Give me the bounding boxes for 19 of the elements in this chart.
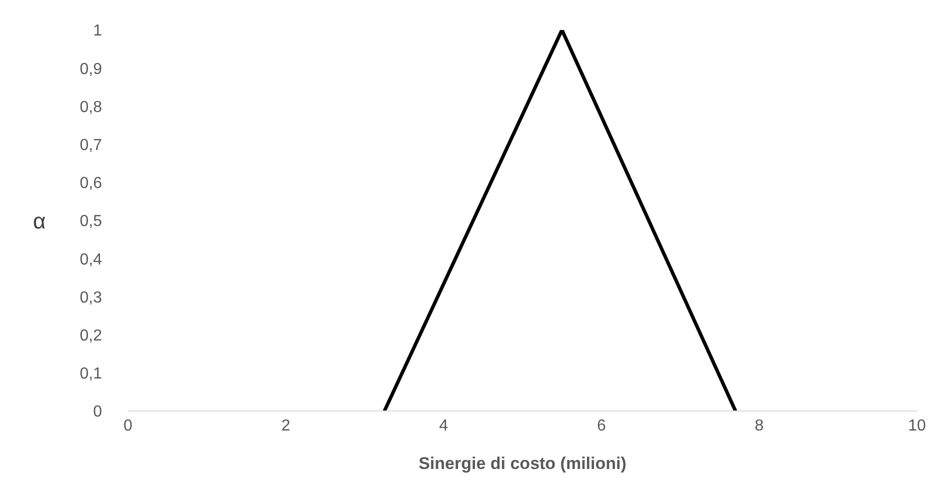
x-tick-label: 10: [908, 417, 926, 434]
y-tick-label: 0,7: [80, 136, 102, 154]
x-tick-label: 6: [596, 417, 606, 434]
x-tick-label: 8: [754, 417, 764, 434]
y-axis-title: α: [33, 208, 46, 234]
x-tick-label: 2: [281, 417, 290, 434]
y-tick-label: 0,4: [80, 251, 102, 268]
y-tick-label: 0,1: [80, 366, 102, 383]
y-tick-label: 0,6: [80, 175, 102, 192]
x-tick-label: 0: [124, 417, 133, 434]
y-tick-label: 0,9: [80, 60, 102, 78]
x-tick-label: 4: [439, 417, 448, 434]
y-tick-label: 0,3: [80, 289, 102, 306]
y-tick-label: 0,5: [80, 213, 102, 230]
y-tick-label: 0,2: [80, 327, 102, 344]
x-axis-title: Sinergie di costo (milioni): [418, 454, 626, 473]
y-tick-label: 0,8: [80, 98, 102, 116]
y-tick-label: 1: [93, 22, 102, 40]
y-tick-label: 0: [93, 404, 102, 421]
